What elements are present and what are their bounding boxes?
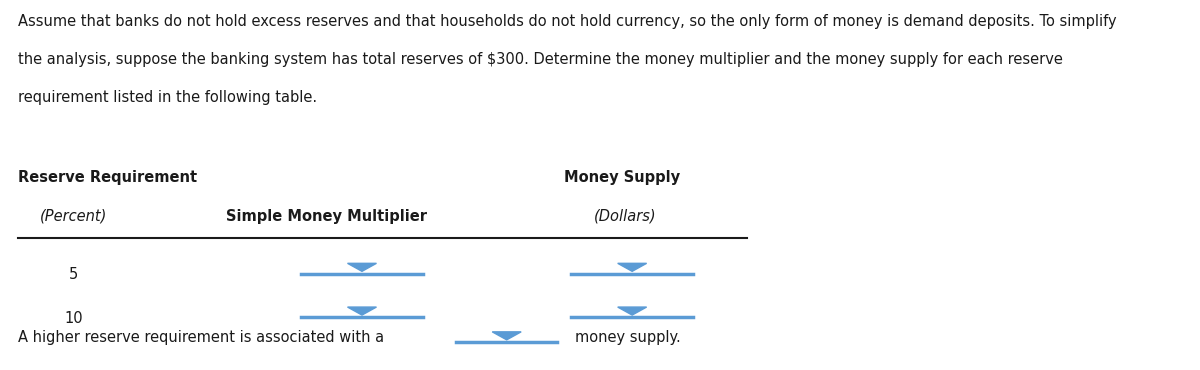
Text: Reserve Requirement: Reserve Requirement: [18, 171, 197, 185]
Text: the analysis, suppose the banking system has total reserves of $300. Determine t: the analysis, suppose the banking system…: [18, 52, 1063, 67]
Text: 10: 10: [65, 310, 83, 326]
Text: A higher reserve requirement is associated with a: A higher reserve requirement is associat…: [18, 330, 384, 345]
Polygon shape: [618, 263, 647, 271]
Text: Money Supply: Money Supply: [564, 171, 680, 185]
Polygon shape: [618, 307, 647, 315]
Text: 5: 5: [68, 267, 78, 282]
Text: (Percent): (Percent): [40, 209, 107, 224]
Text: Simple Money Multiplier: Simple Money Multiplier: [226, 209, 427, 224]
Polygon shape: [492, 332, 521, 340]
Polygon shape: [348, 263, 377, 271]
Text: requirement listed in the following table.: requirement listed in the following tabl…: [18, 90, 317, 105]
Text: money supply.: money supply.: [576, 330, 682, 345]
Text: Assume that banks do not hold excess reserves and that households do not hold cu: Assume that banks do not hold excess res…: [18, 14, 1116, 29]
Polygon shape: [348, 307, 377, 315]
Text: (Dollars): (Dollars): [594, 209, 656, 224]
